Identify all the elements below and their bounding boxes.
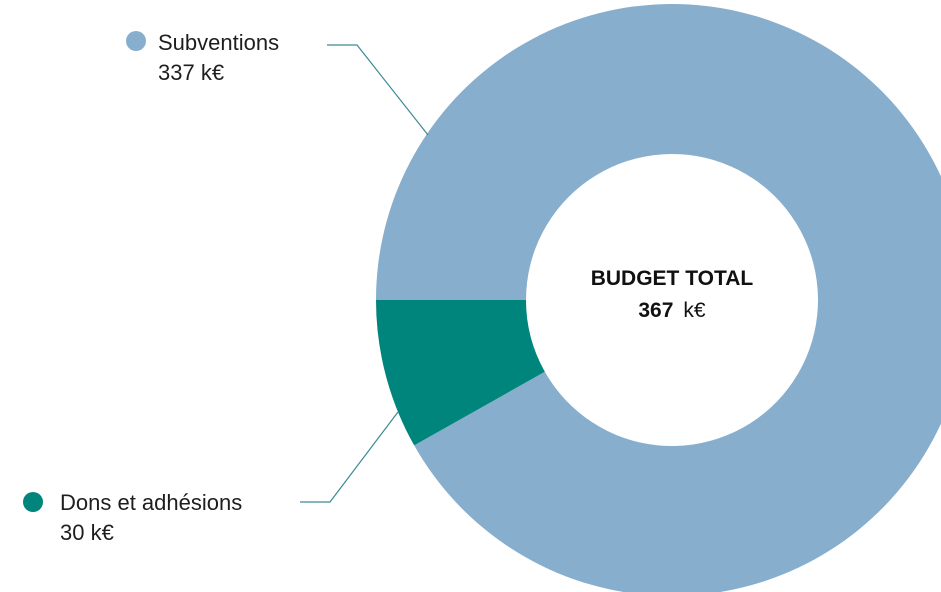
center-total: 367 k€	[638, 299, 706, 322]
center-title: BUDGET TOTAL	[591, 267, 754, 290]
leader-line-dons-adhesions	[300, 411, 399, 503]
legend-value-subventions: 337 k€	[158, 60, 224, 85]
legend-item-subventions: Subventions 337 k€	[126, 30, 279, 85]
legend-name-subventions: Subventions	[158, 30, 279, 55]
legend-name-dons-adhesions: Dons et adhésions	[60, 490, 242, 515]
donut-segment-dons-adhesions	[376, 300, 545, 446]
leader-line-subventions	[327, 44, 429, 136]
legend-dot-dons-adhesions	[23, 492, 43, 512]
center-total-value: 367	[638, 299, 673, 322]
center-total-unit: k€	[683, 299, 706, 322]
donut-segment-subventions	[376, 4, 941, 592]
legend-dot-subventions	[126, 31, 146, 51]
donut-segments	[376, 4, 941, 592]
legend-value-dons-adhesions: 30 k€	[60, 520, 114, 545]
donut-center-label: BUDGET TOTAL 367 k€	[591, 267, 754, 322]
legend-item-dons-adhesions: Dons et adhésions 30 k€	[23, 490, 242, 545]
